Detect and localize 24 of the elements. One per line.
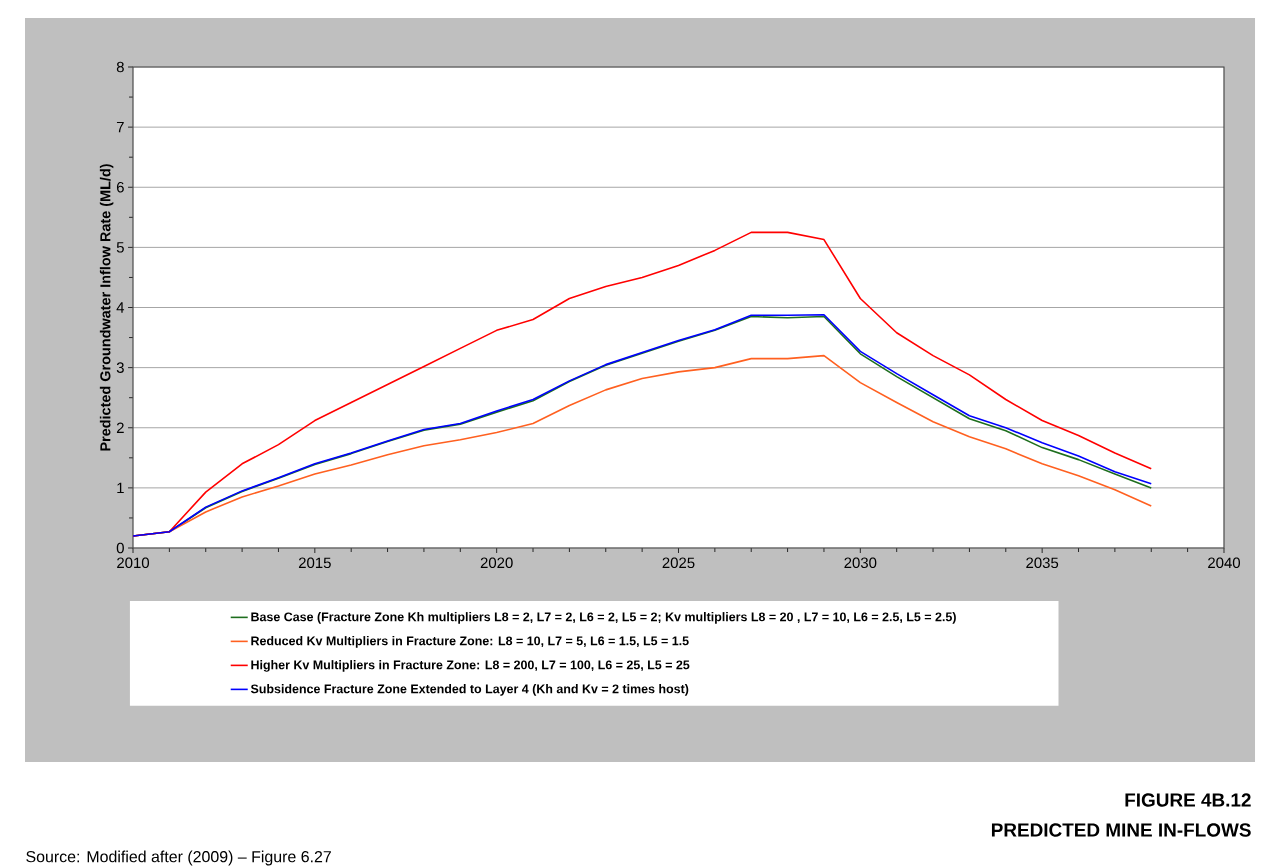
y-tick-label: 3 bbox=[116, 362, 124, 373]
x-tick-label: 2020 bbox=[480, 557, 513, 569]
y-tick-label: 2 bbox=[116, 422, 124, 433]
x-tick-label: 2040 bbox=[1208, 557, 1241, 569]
y-tick-label: 5 bbox=[116, 242, 124, 253]
source-note: Source: Modified after (2009) – Figure 6.27 bbox=[26, 850, 331, 866]
text: PREDICTED MINE IN-FLOWS bbox=[991, 823, 1251, 837]
x-tick-label: 2015 bbox=[298, 557, 331, 569]
y-tick-label: 7 bbox=[116, 121, 124, 133]
legend-label: Base Case (Fracture Zone Kh multipliers L8 = 2, L7 = 2, L6 = 2, L5 = 2; Kv multipliers L8 = 20 , L7 = 10, L6 = 2.5, L5 = 2.5) bbox=[251, 612, 956, 624]
text: FIGURE 4B.12 bbox=[1125, 793, 1251, 807]
x-tick-label: 2010 bbox=[117, 557, 150, 569]
x-tick-label: 2025 bbox=[662, 557, 695, 569]
y-tick-label: 1 bbox=[117, 482, 124, 494]
legend-label: Subsidence Fracture Zone Extended to Layer 4 (Kh and Kv = 2 times host) bbox=[250, 684, 689, 696]
legend-label: Reduced Kv Multipliers in Fracture Zone: L8 = 10, L7 = 5, L6 = 1.5, L5 = 1.5 bbox=[251, 636, 689, 648]
y-axis-title: Predicted Groundwater Inflow Rate (ML/d) bbox=[99, 164, 114, 451]
y-tick-label: 8 bbox=[116, 61, 124, 73]
legend-label: Higher Kv Multipliers in Fracture Zone: L8 = 200, L7 = 100, L6 = 25, L5 = 25 bbox=[251, 660, 690, 672]
x-tick-label: 2035 bbox=[1026, 557, 1059, 569]
y-tick-label: 6 bbox=[116, 181, 124, 193]
y-tick-label: 0 bbox=[116, 542, 124, 554]
y-tick-label: 4 bbox=[116, 302, 125, 313]
x-tick-label: 2030 bbox=[844, 557, 877, 569]
